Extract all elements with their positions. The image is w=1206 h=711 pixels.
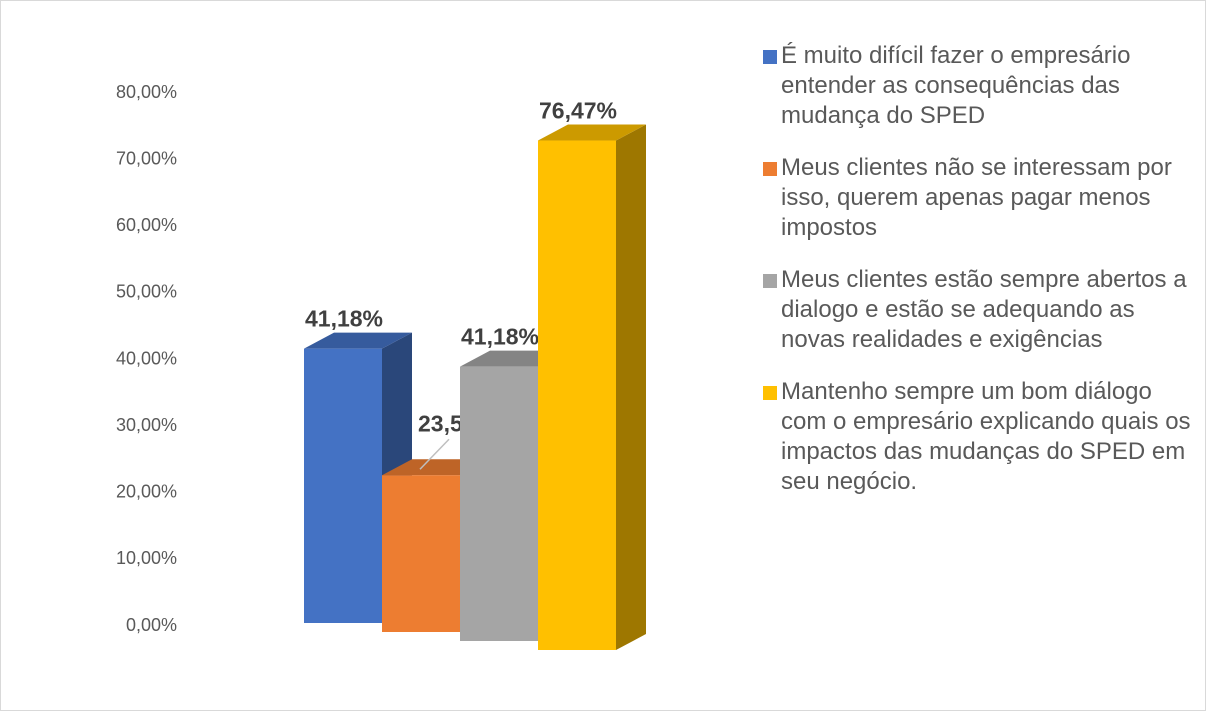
legend-label: Mantenho sempre um bom diálogo com o emp… — [781, 378, 1191, 495]
leader-line — [419, 438, 450, 470]
bar — [538, 140, 616, 651]
legend-item: Mantenho sempre um bom diálogo com o emp… — [763, 377, 1193, 497]
bar — [382, 475, 460, 632]
legend-item: Meus clientes não se interessam por isso… — [763, 153, 1193, 243]
data-label: 41,18% — [461, 324, 539, 350]
y-tick-label: 40,00% — [116, 348, 177, 368]
legend-label: Meus clientes estão sempre abertos a dia… — [781, 266, 1187, 353]
data-label: 41,18% — [305, 306, 383, 332]
data-label: 76,47% — [539, 98, 617, 124]
bar — [304, 348, 382, 623]
legend-item: Meus clientes estão sempre abertos a dia… — [763, 265, 1193, 355]
bar-side — [616, 124, 646, 651]
legend-label: É muito difícil fazer o empresário enten… — [781, 42, 1131, 129]
y-tick-label: 60,00% — [116, 215, 177, 235]
legend-swatch — [763, 386, 777, 400]
y-tick-label: 80,00% — [116, 82, 177, 102]
y-tick-label: 30,00% — [116, 415, 177, 435]
legend-swatch — [763, 50, 777, 64]
legend-swatch — [763, 274, 777, 288]
bar — [460, 366, 538, 641]
legend-label: Meus clientes não se interessam por isso… — [781, 154, 1172, 241]
legend-item: É muito difícil fazer o empresário enten… — [763, 41, 1193, 131]
y-tick-label: 50,00% — [116, 282, 177, 302]
y-tick-label: 10,00% — [116, 548, 177, 568]
bar-top — [538, 124, 646, 141]
bar-top — [304, 332, 412, 349]
y-tick-label: 20,00% — [116, 482, 177, 502]
y-tick-label: 0,00% — [126, 615, 177, 635]
y-tick-label: 70,00% — [116, 148, 177, 168]
legend-swatch — [763, 162, 777, 176]
legend: É muito difícil fazer o empresário enten… — [763, 41, 1193, 497]
